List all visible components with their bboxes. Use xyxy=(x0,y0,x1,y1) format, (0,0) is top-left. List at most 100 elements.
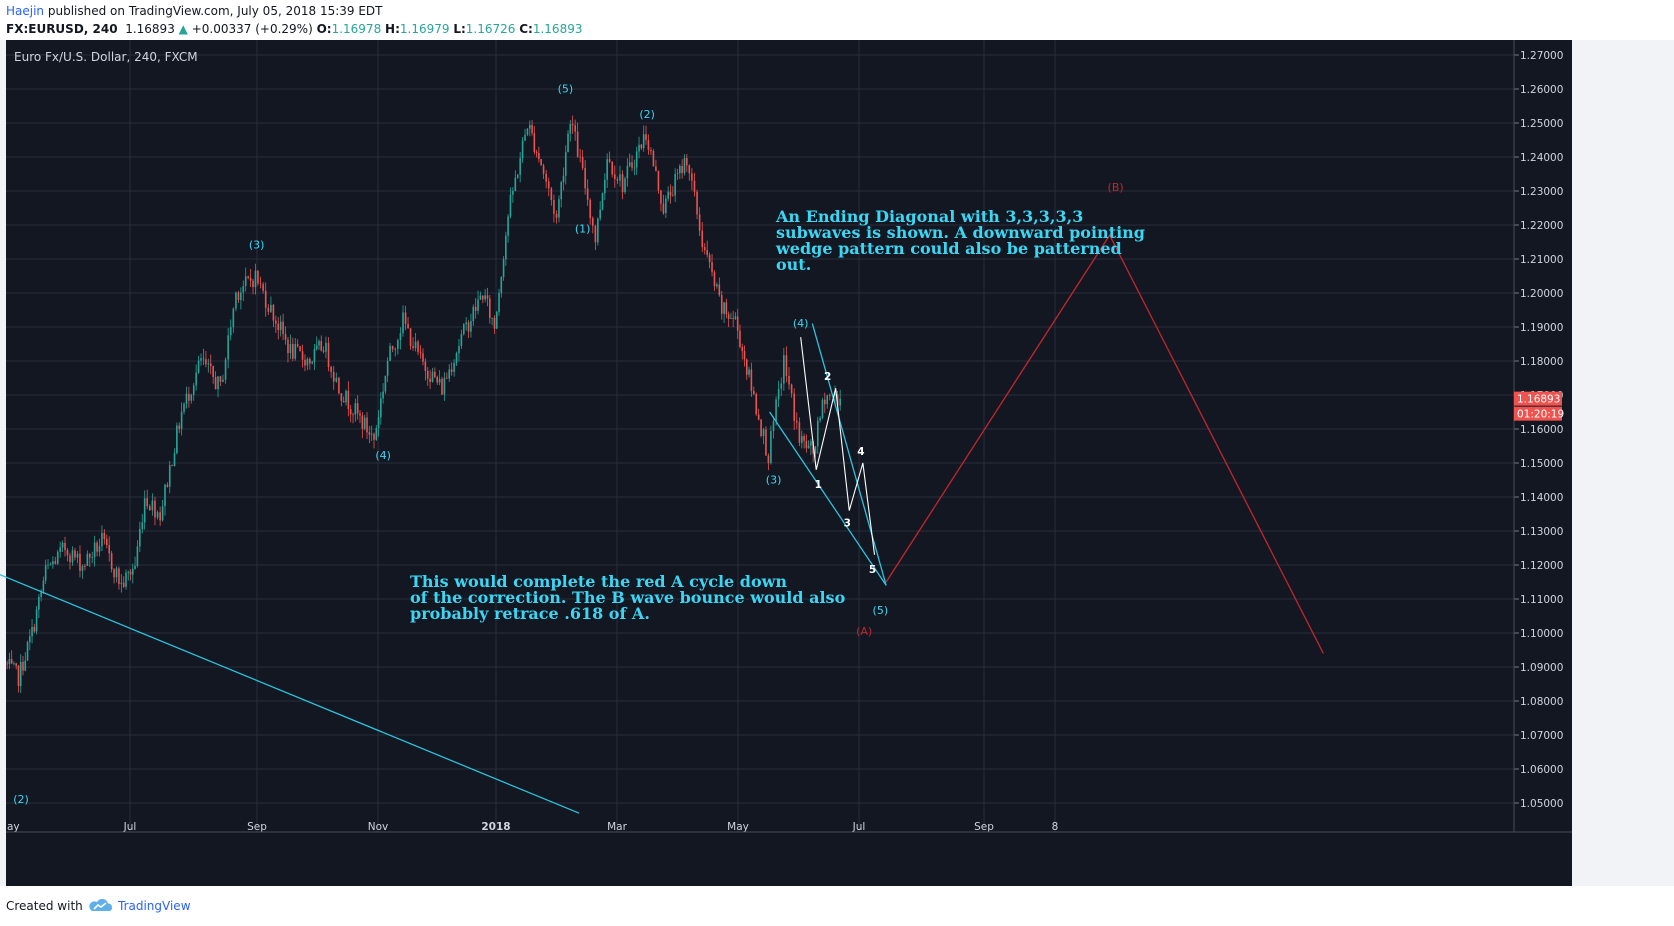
candle-body xyxy=(736,316,739,331)
candle-body xyxy=(183,403,185,412)
candle-body xyxy=(453,362,455,372)
price-tick-label: 1.09000 xyxy=(1520,662,1563,674)
candle-body xyxy=(81,565,84,571)
candle-body xyxy=(306,358,309,366)
candle-body xyxy=(584,167,586,189)
candle-body xyxy=(414,341,417,348)
candle-body xyxy=(619,174,621,181)
candle-body xyxy=(745,359,748,375)
candle-body xyxy=(655,166,657,171)
candle-body xyxy=(481,295,484,300)
candle-body xyxy=(366,417,368,433)
candle-body xyxy=(434,371,436,378)
close-label: C: xyxy=(519,22,533,36)
candle-body xyxy=(40,591,42,597)
tradingview-link[interactable]: TradingView xyxy=(118,899,191,913)
candle-body xyxy=(762,429,765,437)
candle-body xyxy=(335,377,338,382)
candle-body xyxy=(71,550,74,563)
candle-body xyxy=(279,321,282,331)
up-arrow-icon: ▲ xyxy=(178,22,188,36)
candle-body xyxy=(616,179,619,181)
trendline[interactable] xyxy=(769,411,887,586)
candle-body xyxy=(441,378,443,395)
candle-body xyxy=(426,370,429,379)
candle-body xyxy=(507,216,509,236)
candle-body xyxy=(294,344,297,359)
trendline[interactable] xyxy=(811,323,887,586)
projection-path[interactable] xyxy=(885,233,1324,654)
candle-body xyxy=(8,659,11,665)
candle-body xyxy=(571,124,574,126)
candle-body xyxy=(796,420,798,423)
candle-body xyxy=(597,218,599,243)
candle-body xyxy=(526,128,529,135)
candle-body xyxy=(657,170,660,191)
candle-body xyxy=(304,359,306,366)
candle-body xyxy=(650,149,652,152)
candle-body xyxy=(180,411,183,429)
candle-body xyxy=(755,394,758,415)
price-tick-label: 1.15000 xyxy=(1520,458,1563,470)
candle-body xyxy=(86,553,89,566)
candle-body xyxy=(38,596,40,610)
time-axis[interactable]: ay Jul Sep Nov 2018 Mar May Jul Sep 8 xyxy=(7,821,1058,833)
author-link[interactable]: Haejin xyxy=(6,4,45,18)
time-tick-label: Sep xyxy=(974,821,994,833)
candle-body xyxy=(711,262,713,273)
candle-body xyxy=(558,199,560,218)
candle-body xyxy=(793,393,796,421)
time-tick-label: ay xyxy=(7,821,20,833)
candle-body xyxy=(229,327,232,336)
candle-body xyxy=(669,191,672,196)
candle-body xyxy=(54,561,57,564)
price-axis[interactable]: 1.05000 1.06000 1.07000 1.08000 1.09000 1.100… xyxy=(1514,50,1563,810)
candle-body xyxy=(143,498,146,523)
candle-body xyxy=(108,544,111,554)
candle-body xyxy=(44,565,47,581)
candle-body xyxy=(477,299,479,311)
candle-body xyxy=(805,440,808,449)
candle-body xyxy=(240,292,242,301)
candle-body xyxy=(320,341,323,351)
candle-body xyxy=(17,665,20,686)
publish-bar: Haejin published on TradingView.com, Jul… xyxy=(0,0,1674,40)
candle-body xyxy=(708,254,711,263)
candle-body xyxy=(586,188,589,200)
last-price-badge: 1.16893 01:20:19 xyxy=(1514,391,1564,421)
subwave-label: 4 xyxy=(857,446,864,458)
trendline[interactable] xyxy=(0,568,580,814)
candle-body xyxy=(765,429,767,456)
candle-body xyxy=(185,393,188,404)
candle-body xyxy=(505,235,507,260)
wave-label: (5) xyxy=(558,83,574,96)
candle-body xyxy=(327,342,330,367)
candle-body xyxy=(282,321,284,334)
candle-body xyxy=(42,580,45,592)
candle-body xyxy=(419,352,422,354)
candle-body xyxy=(166,484,169,487)
candle-body xyxy=(26,642,29,661)
close-value: 1.16893 xyxy=(532,22,583,36)
candle-body xyxy=(356,403,359,414)
candle-body xyxy=(545,173,547,182)
price-change: +0.00337 (+0.29%) xyxy=(191,22,313,36)
candle-body xyxy=(696,191,698,215)
projection-label-b: (B) xyxy=(1108,181,1124,194)
candle-body xyxy=(693,180,696,192)
candle-body xyxy=(412,346,414,348)
candle-body xyxy=(125,572,127,587)
candle-body xyxy=(836,394,839,406)
candle-body xyxy=(249,277,252,281)
candle-body xyxy=(134,565,136,569)
candle-body xyxy=(370,433,373,435)
candle-body xyxy=(486,295,489,299)
candle-body xyxy=(110,553,113,570)
published-text: published on TradingView.com, July 05, 2… xyxy=(47,4,383,18)
price-chart[interactable]: (2) (3) (4) (5) (1) (2) (3) (4) (5) 1 2 3 4 5 (A) (B) 1… xyxy=(0,40,1674,886)
candle-body xyxy=(275,320,277,324)
candle-body xyxy=(785,355,788,376)
candle-body xyxy=(227,335,229,360)
candle-body xyxy=(674,173,676,196)
candle-body xyxy=(93,542,96,558)
